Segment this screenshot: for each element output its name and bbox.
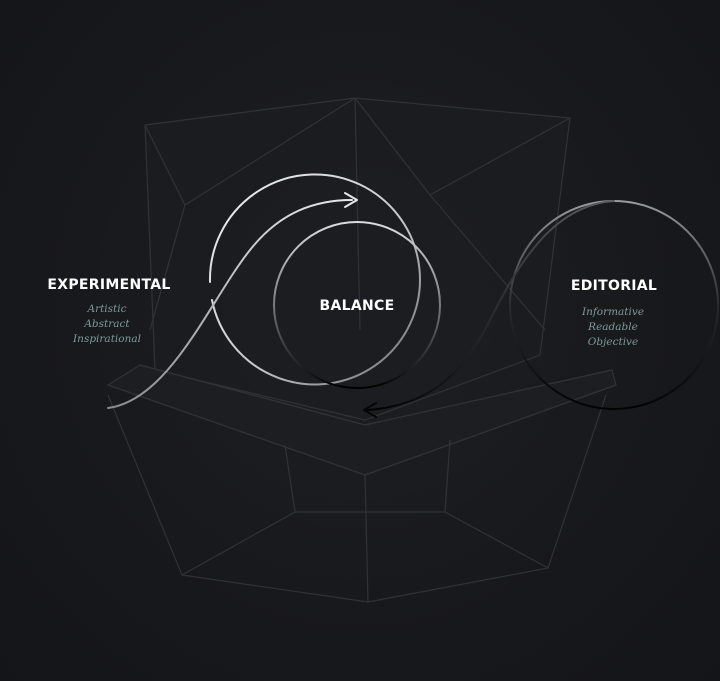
experimental-item-artistic: Artistic [86, 303, 126, 315]
editorial-item-objective: Objective [588, 336, 638, 348]
editorial-item-readable: Readable [587, 321, 638, 333]
editorial-title: EDITORIAL [571, 278, 657, 294]
balance-circle [273, 221, 441, 389]
arrow-right-icon [344, 192, 358, 208]
balance-title: BALANCE [320, 298, 395, 314]
experimental-circle [208, 173, 421, 386]
wireframe-chair-illustration [106, 97, 617, 603]
editorial-item-informative: Informative [581, 306, 644, 318]
back-swoosh-path [367, 200, 615, 411]
experimental-item-inspirational: Inspirational [72, 333, 141, 345]
forward-swoosh-path [107, 199, 353, 409]
experimental-title: EXPERIMENTAL [47, 277, 170, 293]
arrow-left-icon [363, 402, 377, 418]
experimental-item-abstract: Abstract [83, 318, 130, 330]
